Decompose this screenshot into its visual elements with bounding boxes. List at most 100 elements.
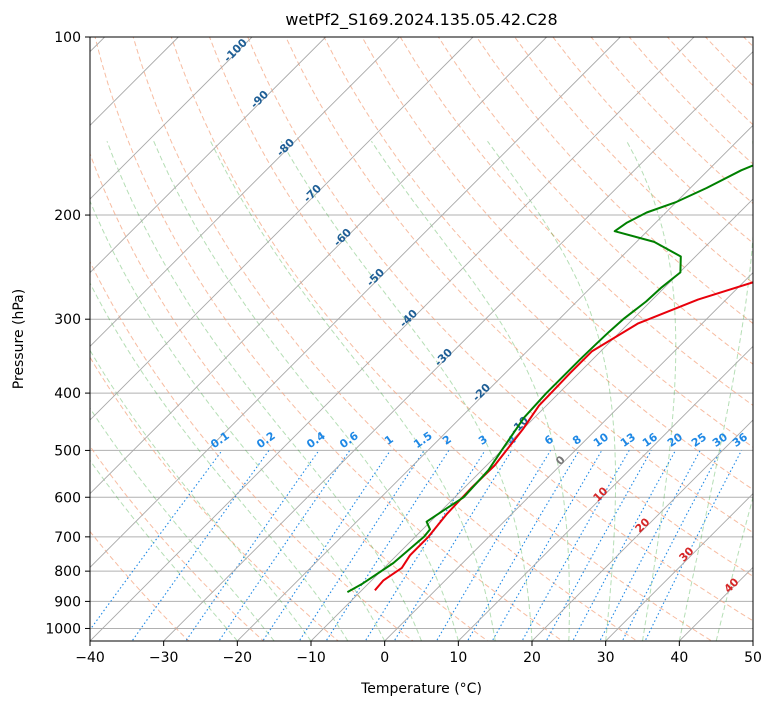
mixing-ratio-label: 2 xyxy=(440,433,454,448)
y-tick-label: 700 xyxy=(54,530,81,546)
moist-adiabat-line xyxy=(210,140,496,641)
dry-adiabat-label: -90 xyxy=(248,88,271,111)
dry-adiabats xyxy=(90,37,753,641)
dry-adiabat-label: -20 xyxy=(470,381,493,404)
dry-adiabat-line xyxy=(285,37,753,534)
mixing-ratio-lines xyxy=(90,450,742,641)
mixing-ratio-line xyxy=(262,450,391,641)
dry-adiabat-label: 10 xyxy=(591,484,611,504)
dry-adiabat-line xyxy=(94,37,564,641)
plot-frame xyxy=(89,36,754,642)
isotherm-line xyxy=(90,37,326,274)
moist-adiabat-line xyxy=(715,495,753,641)
x-tick-label: 20 xyxy=(523,650,541,666)
isotherm-line xyxy=(458,345,753,641)
y-tick-label: 800 xyxy=(54,564,81,580)
mixing-ratio-line xyxy=(466,450,580,641)
mixing-ratio-line xyxy=(644,450,742,641)
dry-adiabat-label: -60 xyxy=(331,226,354,249)
dry-adiabat-line xyxy=(323,37,753,491)
mixing-ratio-line xyxy=(599,450,701,641)
x-axis-ticks: −40 −30 −20 −10 0 10 20 30 40 50 xyxy=(75,641,762,666)
mixing-ratio-line xyxy=(90,450,223,631)
x-tick-label: 40 xyxy=(670,650,688,666)
mixing-ratio-label: 13 xyxy=(618,430,638,449)
moist-adiabat-line xyxy=(106,141,422,641)
y-tick-label: 300 xyxy=(54,312,81,328)
moist-adiabat-line xyxy=(153,141,459,641)
chart-title: wetPf2_S169.2024.135.05.42.C28 xyxy=(285,10,557,30)
mixing-ratio-label: 20 xyxy=(665,430,685,450)
dry-adiabat-label: -30 xyxy=(432,346,455,369)
x-tick-label: 10 xyxy=(449,650,467,666)
moist-adiabat-line xyxy=(90,407,275,641)
moist-adiabat-line xyxy=(487,140,617,641)
mixing-ratio-label: 1 xyxy=(382,433,396,448)
x-axis-label: Temperature (°C) xyxy=(360,681,482,697)
isotherm-line xyxy=(605,493,753,641)
mixing-ratio-line xyxy=(325,450,450,641)
dry-adiabat-label: -40 xyxy=(397,307,420,330)
moist-adiabats xyxy=(90,140,753,641)
isotherm-line xyxy=(90,37,474,421)
isotherm-line xyxy=(384,272,753,641)
moist-adiabat-line xyxy=(90,282,349,641)
mixing-ratio-line xyxy=(131,450,270,641)
mixing-ratio-line xyxy=(435,450,552,641)
isotherm-line xyxy=(90,37,547,495)
moist-adiabat-line xyxy=(678,141,753,641)
mixing-ratio-line xyxy=(572,450,676,641)
y-tick-label: 200 xyxy=(54,208,81,224)
isotherm-line xyxy=(90,37,695,641)
profile-line xyxy=(346,164,753,593)
dry-adiabat-line xyxy=(247,37,753,577)
y-tick-label: 600 xyxy=(54,490,81,506)
mixing-ratio-label: 10 xyxy=(591,430,611,450)
dry-adiabat-line xyxy=(399,37,753,407)
y-tick-label: 900 xyxy=(54,594,81,610)
dry-adiabat-label: -70 xyxy=(301,182,324,205)
mixing-ratio-line xyxy=(621,450,722,641)
y-tick-label: 100 xyxy=(54,30,81,46)
mixing-ratio-label: 16 xyxy=(640,430,660,450)
moist-adiabat-line xyxy=(626,140,677,641)
plot-area: 0.1 0.2 0.4 0.6 1 1.5 2 3 4 6 8 10 13 16 20 25 30 36-100-… xyxy=(90,37,753,641)
mixing-ratio-line xyxy=(545,450,652,641)
x-tick-label: 50 xyxy=(744,650,762,666)
profile-line xyxy=(374,281,753,591)
dry-adiabat-line xyxy=(132,37,638,641)
x-tick-label: −10 xyxy=(296,650,326,666)
x-tick-label: 30 xyxy=(597,650,615,666)
isotherm-line xyxy=(310,198,753,641)
x-tick-label: −20 xyxy=(223,650,253,666)
dry-adiabat-label: 20 xyxy=(633,515,653,535)
moist-adiabat-line xyxy=(90,199,386,641)
isobar-grid xyxy=(90,37,753,629)
mixing-ratio-line xyxy=(364,450,486,641)
isotherm-line xyxy=(531,419,753,641)
y-axis-label: Pressure (hPa) xyxy=(11,289,27,389)
isotherm-line xyxy=(752,640,753,641)
skewed-isotherms xyxy=(90,37,753,641)
y-tick-label: 400 xyxy=(54,386,81,402)
mixing-ratio-label: 30 xyxy=(710,430,730,450)
x-tick-label: −40 xyxy=(75,650,105,666)
isotherm-line xyxy=(90,37,253,200)
mixing-ratio-line xyxy=(185,450,320,641)
dry-adiabat-label: -50 xyxy=(364,266,387,289)
mixing-ratio-label: 25 xyxy=(689,430,709,449)
mixing-ratio-line xyxy=(298,450,425,641)
moist-adiabat-line xyxy=(370,140,570,641)
overlay-labels: 0.1 0.2 0.4 0.6 1 1.5 2 3 4 6 8 10 13 16 20 25 30 36-100-… xyxy=(208,37,750,596)
dry-adiabat-line xyxy=(476,37,753,325)
mixing-ratio-label: 0.4 xyxy=(304,429,328,451)
dry-adiabat-label: -80 xyxy=(274,136,297,159)
moist-adiabat-line xyxy=(280,140,533,641)
dry-adiabat-label: 40 xyxy=(722,575,742,595)
dry-adiabat-line xyxy=(90,356,339,641)
moist-adiabat-line xyxy=(90,349,312,641)
mixing-ratio-label: 8 xyxy=(570,433,584,448)
dry-adiabat-line xyxy=(90,152,489,641)
mixing-ratio-line xyxy=(218,450,351,641)
